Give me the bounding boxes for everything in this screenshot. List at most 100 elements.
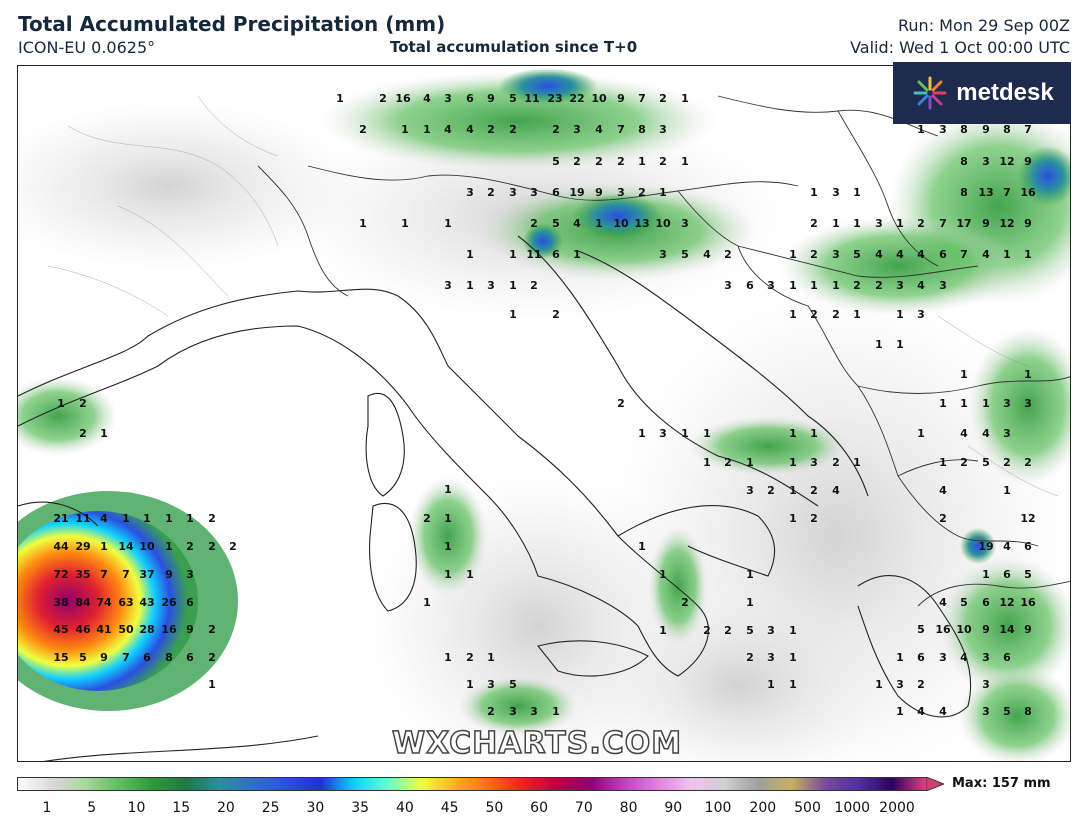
precip-value-label: 2	[552, 308, 560, 321]
precip-value-label: 4	[100, 512, 108, 525]
precip-value-label: 2	[573, 155, 581, 168]
precip-value-label: 1	[509, 308, 517, 321]
precip-value-label: 1	[789, 308, 797, 321]
precip-value-label: 10	[139, 540, 155, 553]
precip-value-label: 2	[681, 596, 689, 609]
colorbar-tick-label: 30	[306, 800, 325, 816]
precip-value-label: 2	[659, 92, 667, 105]
precip-value-label: 3	[617, 186, 625, 199]
run-label: Run: Mon 29 Sep 00Z	[898, 16, 1070, 35]
precip-value-label: 1	[896, 217, 904, 230]
precip-value-label: 6	[746, 279, 754, 292]
precip-value-label: 8	[1003, 123, 1011, 136]
precip-value-label: 6	[1003, 651, 1011, 664]
precip-value-label: 1	[401, 217, 409, 230]
colorbar-tick-label: 500	[794, 800, 821, 816]
precip-value-label: 4	[917, 248, 925, 261]
metdesk-logo[interactable]: metdesk	[893, 62, 1071, 124]
precip-value-label: 1	[573, 248, 581, 261]
precip-value-label: 3	[444, 279, 452, 292]
precip-value-label: 1	[638, 155, 646, 168]
precip-value-label: 2	[423, 512, 431, 525]
precip-value-label: 1	[917, 427, 925, 440]
precip-value-label: 1	[832, 217, 840, 230]
precip-value-label: 9	[487, 92, 495, 105]
precip-value-label: 1	[208, 678, 216, 691]
colorbar-tick-label: 10	[127, 800, 146, 816]
precip-value-label: 5	[853, 248, 861, 261]
precip-value-label: 7	[939, 217, 947, 230]
precip-value-label: 41	[96, 623, 111, 636]
map-canvas: 1 2 16 4 3 6 9 5 11 23 22 10 9 7 2 12 1 1 4 4 2 2 2 3 4 7 8 35 2 2 2 1 2…	[18, 68, 1070, 761]
colorbar-tick-label: 35	[351, 800, 370, 816]
precip-value-label: 7	[960, 248, 968, 261]
precip-value-label: 4	[832, 484, 840, 497]
precip-value-label: 3	[939, 279, 947, 292]
precip-value-label: 7	[617, 123, 625, 136]
precip-value-label: 1	[487, 651, 495, 664]
precip-value-label: 2	[595, 155, 603, 168]
precip-value-label: 23	[547, 92, 562, 105]
precip-value-label: 3	[573, 123, 581, 136]
precip-value-label: 1	[746, 456, 754, 469]
precip-value-label: 2	[810, 217, 818, 230]
precip-value-label: 3	[724, 279, 732, 292]
precip-value-label: 8	[638, 123, 646, 136]
precip-value-label: 1	[896, 705, 904, 718]
precip-value-label: 1	[444, 512, 452, 525]
precip-value-label: 1	[509, 248, 517, 261]
precip-value-label: 74	[96, 596, 112, 609]
precip-value-label: 2	[1024, 456, 1032, 469]
precip-value-label: 1	[939, 456, 947, 469]
precip-value-label: 2	[638, 186, 646, 199]
precip-value-label: 4	[444, 123, 452, 136]
watermark: WXCHARTS.COM	[391, 725, 683, 762]
precip-value-label: 2	[724, 624, 732, 637]
colorbar-tick-label: 200	[749, 800, 777, 816]
precip-value-label: 9	[186, 623, 194, 636]
precip-value-label: 1	[789, 427, 797, 440]
precip-value-label: 6	[1003, 568, 1011, 581]
precip-value-label: 16	[395, 92, 411, 105]
precip-value-label: 3	[982, 155, 990, 168]
precip-value-label: 1	[638, 427, 646, 440]
colorbar-tick-label: 50	[485, 800, 504, 816]
precip-value-label: 38	[53, 596, 68, 609]
precip-value-label: 1	[659, 186, 667, 199]
precip-value-label: 45	[53, 623, 68, 636]
precip-value-label: 3	[939, 651, 947, 664]
precip-value-label: 4	[917, 705, 925, 718]
precip-value-label: 2	[379, 92, 387, 105]
precip-value-label: 1	[552, 705, 560, 718]
metdesk-star-icon	[913, 76, 947, 110]
precip-value-label: 8	[960, 123, 968, 136]
precip-value-label: 3	[896, 279, 904, 292]
precip-value-label: 8	[960, 186, 968, 199]
precip-value-label: 1	[444, 568, 452, 581]
precip-value-label: 2	[79, 397, 87, 410]
precip-value-label: 9	[595, 186, 603, 199]
precip-value-label: 6	[939, 248, 947, 261]
precip-value-label: 1	[982, 397, 990, 410]
precip-value-label: 21	[53, 512, 68, 525]
precip-value-label: 4	[982, 248, 990, 261]
precip-value-label: 2	[1003, 456, 1011, 469]
precip-value-label: 3	[487, 279, 495, 292]
precip-value-label: 1	[896, 651, 904, 664]
precip-value-label: 3	[466, 186, 474, 199]
precip-value-label: 1	[810, 186, 818, 199]
precip-value-label: 5	[746, 624, 754, 637]
precip-value-label: 1	[746, 568, 754, 581]
precip-value-label: 2	[832, 308, 840, 321]
precip-value-label: 3	[1003, 397, 1011, 410]
precip-value-label: 1	[875, 678, 883, 691]
precip-value-label: 7	[638, 92, 646, 105]
precip-value-label: 9	[617, 92, 625, 105]
colorbar-ticks: 1 5 10 15 20 25 30 35 40 45 50 60 70 80 90 100 200 500 100…	[0, 800, 1088, 820]
precip-value-label: 1	[789, 456, 797, 469]
precip-value-label: 2	[746, 651, 754, 664]
precipitation-map[interactable]: 1 2 16 4 3 6 9 5 11 23 22 10 9 7 2 1 2 1 1 4 4 2 2 2 3 4 7 8 3 5 2 2 2 1 2…	[17, 65, 1071, 762]
precip-value-label: 2	[487, 705, 495, 718]
colorbar-tick-label: 1000	[834, 800, 871, 816]
precip-value-label: 4	[960, 651, 968, 664]
